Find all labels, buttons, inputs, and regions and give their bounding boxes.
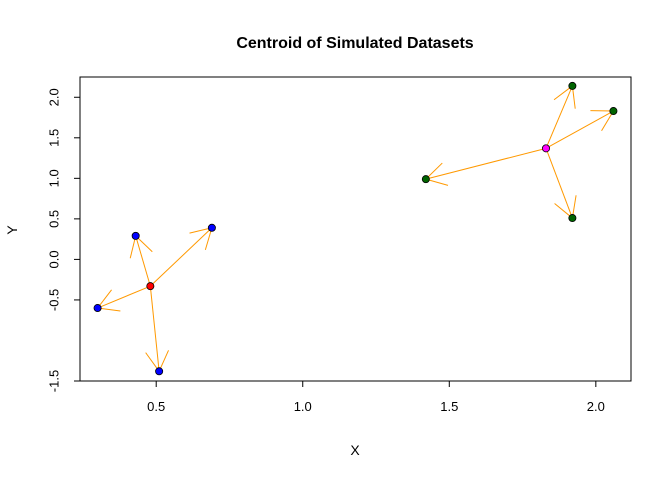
chart-title: Centroid of Simulated Datasets xyxy=(236,35,473,52)
x-axis: 0.5 1.0 1.5 2.0 xyxy=(147,380,605,414)
data-point xyxy=(93,304,102,313)
centroid-point xyxy=(542,144,551,153)
data-point xyxy=(421,175,430,184)
x-tick-label: 0.5 xyxy=(147,399,165,414)
centroid-point xyxy=(146,282,155,291)
data-point xyxy=(155,367,164,376)
data-point xyxy=(207,223,216,232)
y-axis: -1.5 -0.5 0.0 0.5 1.0 1.5 2.0 xyxy=(47,88,81,392)
arrow-shaft xyxy=(97,285,151,309)
x-axis-label: X xyxy=(350,442,360,458)
arrow-shaft xyxy=(149,227,213,287)
point-layer xyxy=(93,81,618,376)
arrow-shaft xyxy=(135,235,151,287)
y-axis-label: Y xyxy=(4,225,20,235)
y-tick-label: -0.5 xyxy=(47,289,62,311)
y-tick-label: 1.0 xyxy=(47,169,62,187)
arrow-shaft xyxy=(545,148,573,219)
x-tick-label: 1.0 xyxy=(294,399,312,414)
y-tick-label: 0.5 xyxy=(47,210,62,228)
arrow-shaft xyxy=(425,147,547,180)
plot-frame xyxy=(79,76,632,382)
x-tick-label: 2.0 xyxy=(587,399,605,414)
data-point xyxy=(131,231,140,240)
arrow-shaft xyxy=(149,286,160,372)
arrow-shaft xyxy=(545,85,573,149)
data-point xyxy=(568,81,577,90)
y-tick-label: 0.0 xyxy=(47,250,62,268)
data-point xyxy=(609,107,618,116)
y-tick-label: 1.5 xyxy=(47,129,62,147)
y-tick-label: -1.5 xyxy=(47,370,62,392)
arrow-shaft xyxy=(545,110,614,149)
data-point xyxy=(568,214,577,223)
arrow-layer xyxy=(97,85,614,372)
x-tick-label: 1.5 xyxy=(440,399,458,414)
y-tick-label: 2.0 xyxy=(47,88,62,106)
